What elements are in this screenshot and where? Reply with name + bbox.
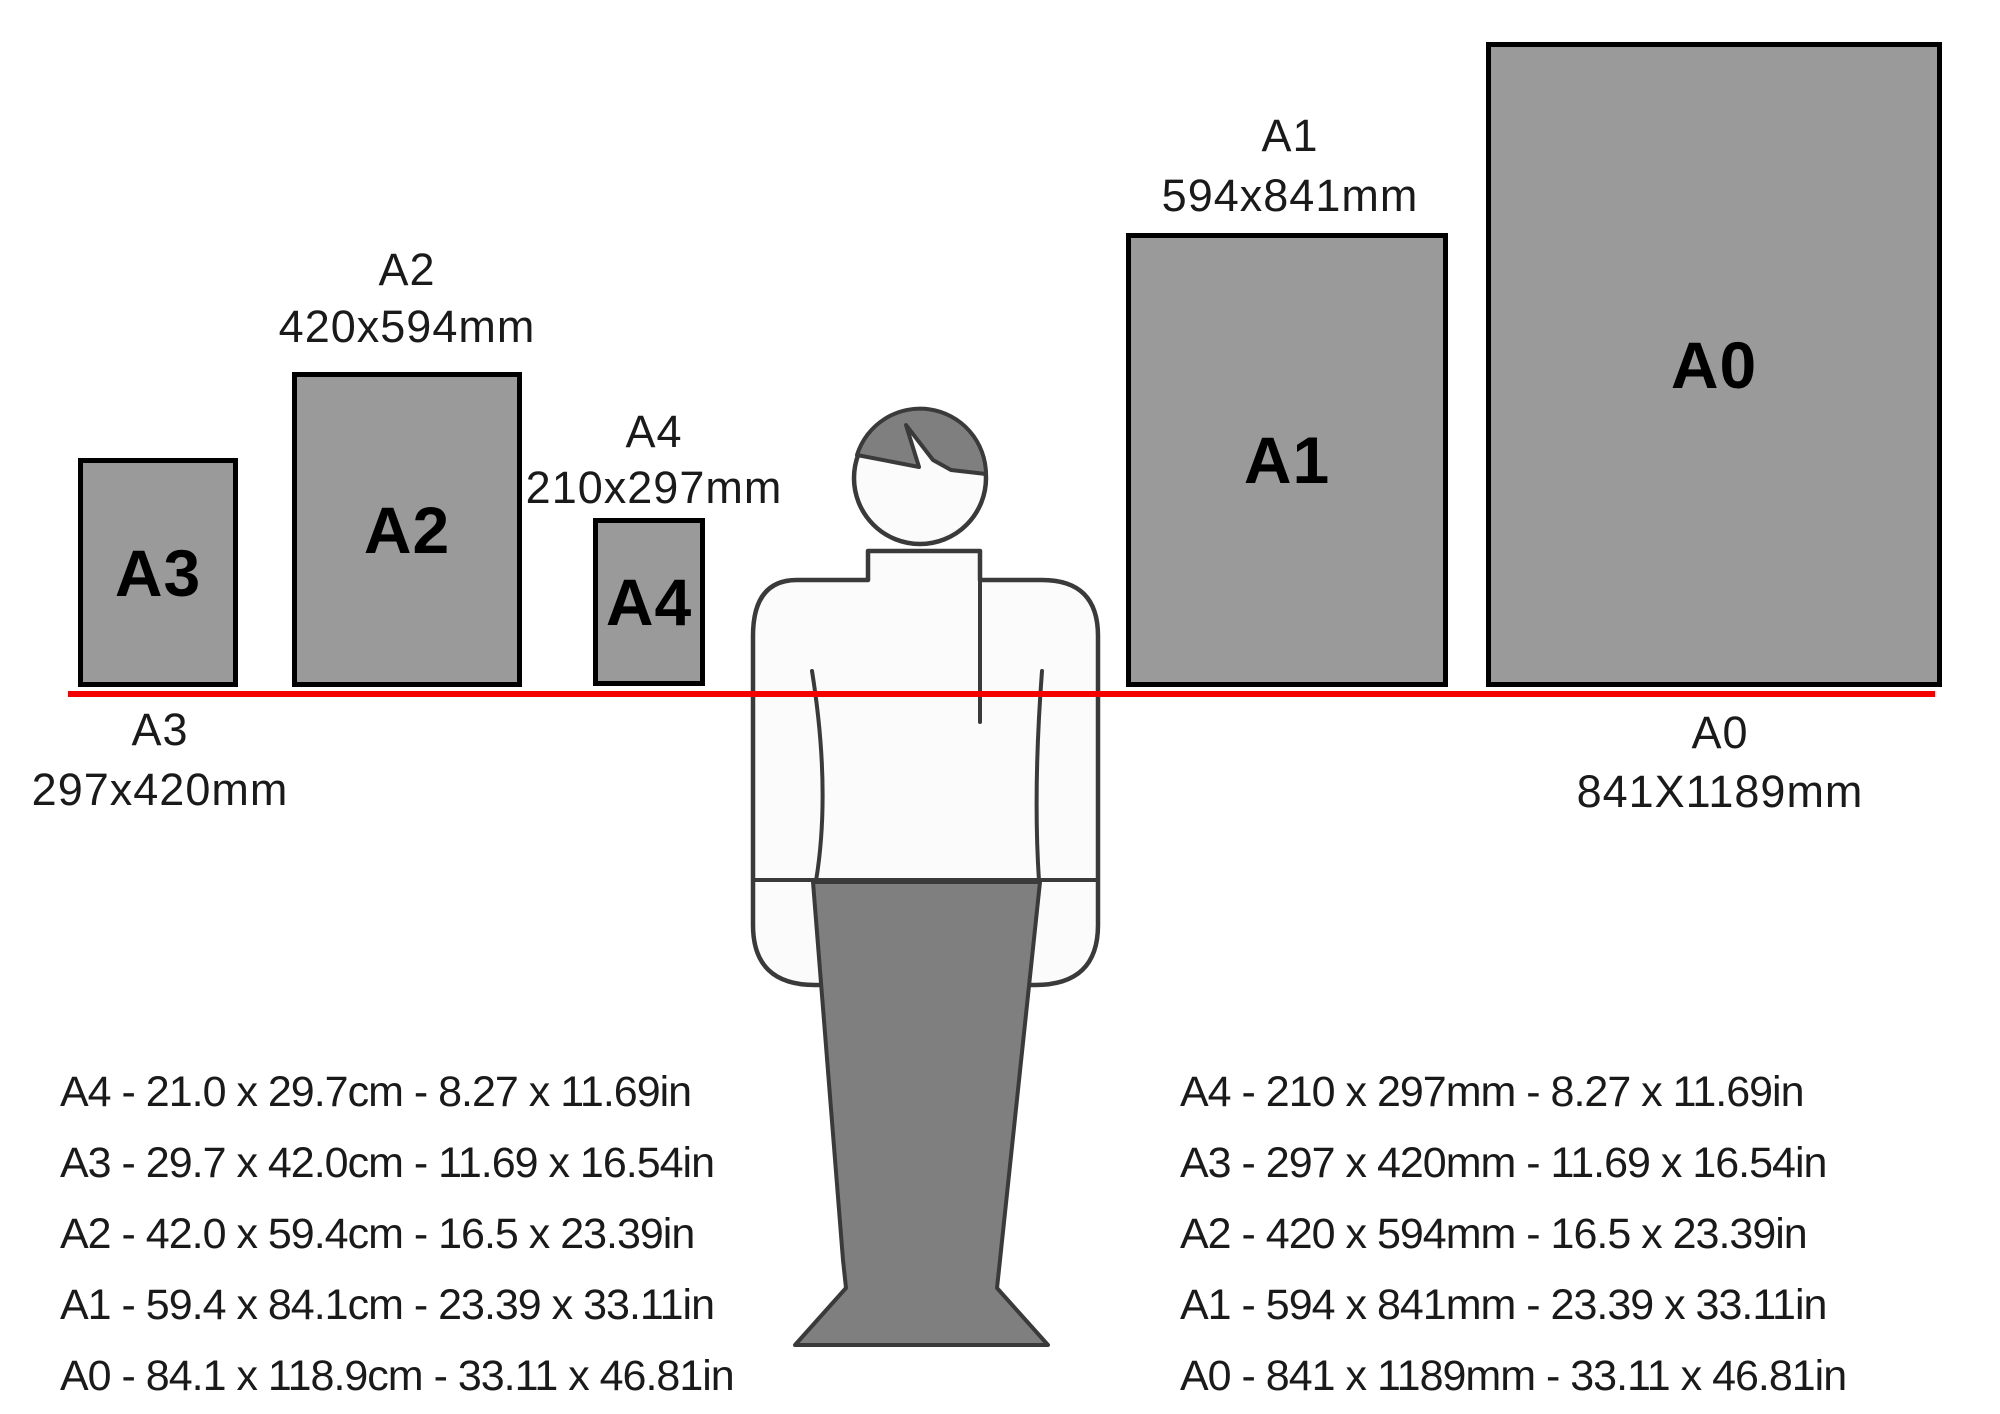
paper-label-a4: A4: [605, 565, 693, 639]
size-list-line: A1 - 59.4 x 84.1cm - 23.39 x 33.11in: [60, 1281, 715, 1329]
size-list-line: A0 - 841 x 1189mm - 33.11 x 46.81in: [1180, 1352, 1847, 1400]
paper-label-a1: A1: [1243, 423, 1331, 497]
paper-a2: A2: [292, 372, 522, 687]
paper-a3: A3: [78, 458, 238, 687]
size-list-line: A2 - 42.0 x 59.4cm - 16.5 x 23.39in: [60, 1210, 695, 1258]
paper-label-a2: A2: [363, 492, 451, 567]
size-list-mm: A4 - 210 x 297mm - 8.27 x 11.69in A3 - 29…: [1180, 1057, 1847, 1412]
caption-a3-dimensions: 297x420mm: [31, 764, 289, 815]
size-list-line: A1 - 594 x 841mm - 23.39 x 33.11in: [1180, 1281, 1827, 1329]
size-list-line: A4 - 21.0 x 29.7cm - 8.27 x 11.69in: [60, 1068, 692, 1116]
paper-a1: A1: [1126, 233, 1448, 687]
size-list-line: A3 - 29.7 x 42.0cm - 11.69 x 16.54in: [60, 1139, 715, 1187]
person-left-arm-line: [810, 669, 825, 883]
height-reference-line: [68, 691, 1935, 697]
caption-a3-name: A3: [131, 704, 189, 755]
caption-a1-dimensions: 594x841mm: [1161, 170, 1419, 221]
paper-a0: A0: [1486, 42, 1942, 687]
caption-a0-dimensions: 841X1189mm: [1576, 766, 1864, 817]
caption-a4-dimensions: 210x297mm: [525, 462, 783, 513]
paper-label-a3: A3: [114, 535, 202, 610]
size-list-line: A0 - 84.1 x 118.9cm - 33.11 x 46.81in: [60, 1352, 735, 1400]
size-list-line: A4 - 210 x 297mm - 8.27 x 11.69in: [1180, 1068, 1805, 1116]
caption-a1-name: A1: [1261, 110, 1319, 161]
caption-a2-dimensions: 420x594mm: [278, 301, 536, 352]
paper-a4: A4: [593, 518, 705, 686]
person-hair: [855, 406, 988, 476]
caption-a4-name: A4: [625, 406, 683, 457]
person-shirt: [750, 548, 1101, 988]
person-skirt: [793, 880, 1050, 1347]
size-list-line: A3 - 297 x 420mm - 11.69 x 16.54in: [1180, 1139, 1827, 1187]
person-right-arm-line: [1034, 669, 1044, 883]
size-list-line: A2 - 420 x 594mm - 16.5 x 23.39in: [1180, 1210, 1808, 1258]
size-list-cm: A4 - 21.0 x 29.7cm - 8.27 x 11.69in A3 - …: [60, 1057, 735, 1412]
paper-label-a0: A0: [1670, 327, 1758, 402]
caption-a0-name: A0: [1691, 707, 1749, 758]
caption-a2-name: A2: [378, 244, 436, 295]
